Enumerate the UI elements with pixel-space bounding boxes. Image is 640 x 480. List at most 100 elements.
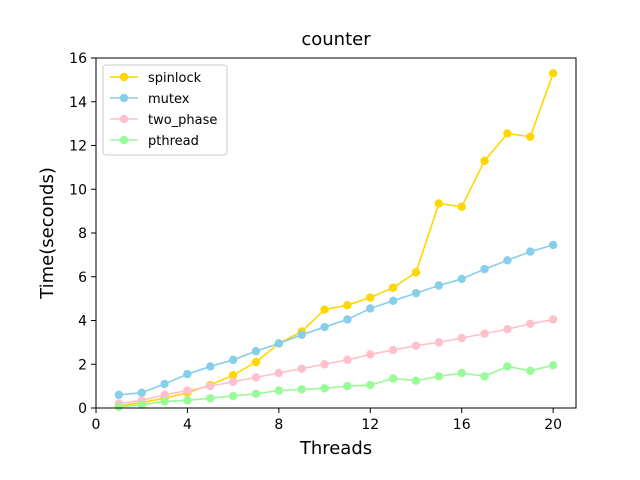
data-point-pthread [137, 400, 146, 409]
data-point-spinlock [480, 156, 489, 166]
data-point-spinlock [251, 357, 261, 367]
data-point-mutex [411, 288, 421, 298]
y-tick-label: 0 [78, 401, 87, 417]
data-point-mutex [114, 390, 124, 400]
chart-title: counter [301, 29, 371, 50]
data-point-two_phase [548, 315, 558, 324]
data-point-spinlock [388, 283, 398, 292]
data-point-mutex [183, 369, 192, 379]
data-point-pthread [411, 376, 421, 385]
data-point-pthread [366, 380, 375, 390]
data-point-mutex [297, 330, 306, 339]
data-point-pthread [434, 372, 444, 381]
x-tick-label: 12 [361, 417, 379, 433]
y-tick-label: 8 [78, 226, 87, 242]
legend-marker [119, 93, 129, 103]
data-point-pthread [160, 397, 169, 406]
data-point-two_phase [228, 377, 238, 386]
x-tick-label: 16 [453, 417, 471, 433]
data-point-two_phase [388, 345, 398, 355]
x-tick-label: 4 [183, 417, 192, 433]
data-point-two_phase [160, 390, 169, 400]
data-point-two_phase [411, 341, 421, 350]
data-point-two_phase [297, 364, 306, 373]
data-point-two_phase [183, 386, 192, 395]
data-point-pthread [114, 402, 124, 412]
data-point-pthread [457, 368, 466, 378]
data-point-mutex [526, 247, 535, 256]
data-point-pthread [297, 385, 306, 394]
legend-item-spinlock: spinlock [110, 71, 202, 86]
data-point-mutex [366, 304, 375, 313]
data-point-spinlock [320, 305, 329, 314]
legend-marker [119, 135, 129, 145]
data-point-two_phase [206, 381, 215, 391]
data-point-mutex [548, 240, 558, 250]
y-axis-label: Time(seconds) [37, 167, 58, 300]
x-tick-label: 0 [92, 417, 101, 433]
data-point-two_phase [251, 373, 261, 382]
data-point-pthread [503, 362, 512, 371]
data-point-two_phase [320, 360, 329, 369]
data-point-mutex [457, 274, 466, 284]
series-group [114, 69, 558, 412]
data-point-mutex [388, 296, 398, 306]
data-point-pthread [388, 374, 398, 383]
y-axis-ticks: 0 2 4 6 8 10 12 14 16 [69, 51, 96, 417]
data-point-mutex [228, 355, 238, 365]
x-tick-label: 8 [274, 417, 283, 433]
data-point-two_phase [343, 355, 352, 365]
data-point-pthread [274, 386, 284, 395]
data-point-mutex [480, 264, 489, 274]
data-point-pthread [343, 381, 352, 391]
data-point-pthread [320, 384, 329, 393]
data-point-spinlock [228, 370, 238, 380]
data-point-pthread [183, 396, 192, 405]
data-point-pthread [228, 391, 238, 401]
series-two_phase [114, 315, 558, 408]
data-point-pthread [206, 393, 215, 403]
data-point-spinlock [526, 132, 535, 141]
legend-item-two_phase: two_phase [110, 113, 217, 128]
data-point-mutex [160, 379, 169, 389]
data-point-two_phase [366, 350, 375, 359]
data-point-pthread [548, 361, 558, 370]
data-point-two_phase [480, 329, 489, 338]
data-point-mutex [503, 256, 512, 265]
y-tick-label: 6 [78, 270, 87, 286]
y-tick-label: 14 [69, 95, 87, 111]
legend-box [102, 64, 228, 156]
data-point-spinlock [503, 129, 512, 138]
legend-label: mutex [148, 92, 190, 107]
data-point-mutex [251, 346, 261, 356]
series-mutex [114, 240, 558, 400]
data-point-spinlock [434, 199, 444, 208]
data-point-spinlock [366, 293, 375, 302]
data-point-two_phase [526, 319, 535, 328]
data-point-two_phase [274, 368, 284, 378]
legend-item-mutex: mutex [110, 92, 190, 107]
x-axis-ticks: 0 4 8 12 16 20 [92, 408, 562, 433]
legend-marker [119, 114, 129, 124]
data-point-spinlock [411, 268, 421, 277]
legend-label: spinlock [148, 71, 202, 86]
series-pthread [114, 361, 558, 412]
data-point-two_phase [457, 333, 466, 343]
data-point-two_phase [434, 338, 444, 347]
data-point-mutex [434, 281, 444, 290]
data-point-mutex [320, 322, 329, 332]
data-point-spinlock [548, 69, 558, 78]
y-tick-label: 12 [69, 139, 87, 155]
y-tick-label: 2 [78, 357, 87, 373]
x-axis-label: Threads [299, 438, 372, 459]
y-tick-label: 16 [69, 51, 87, 67]
data-point-pthread [251, 389, 261, 398]
data-point-mutex [137, 388, 146, 397]
data-point-spinlock [343, 300, 352, 310]
x-tick-label: 20 [544, 417, 562, 433]
data-point-mutex [274, 339, 284, 348]
data-point-spinlock [457, 202, 466, 211]
